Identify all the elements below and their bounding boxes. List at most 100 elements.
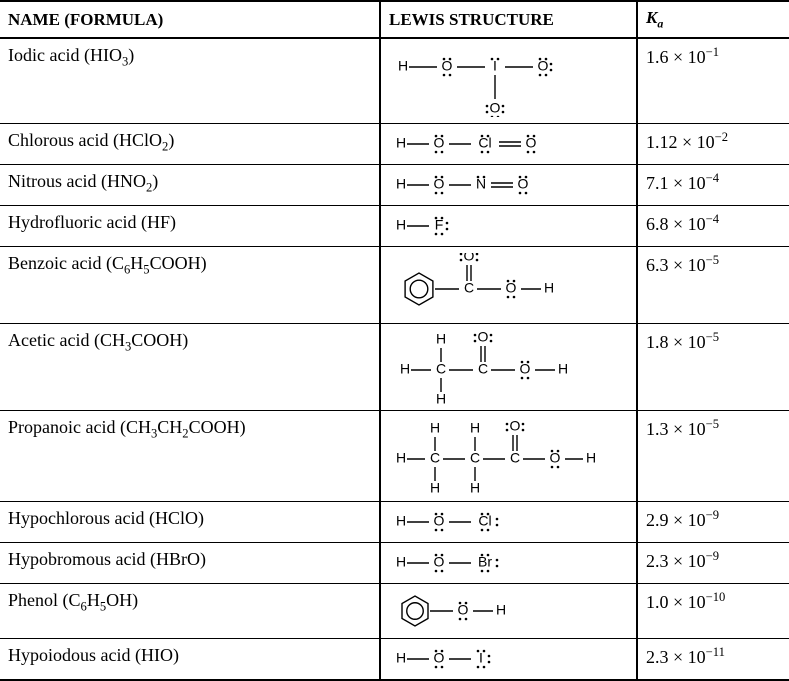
svg-text:Br: Br xyxy=(478,554,492,570)
acid-formula: CH3CH2COOH xyxy=(126,417,240,437)
svg-text:H: H xyxy=(470,480,480,495)
table-row: Phenol (C6H5OH)OH1.0 × 10−10 xyxy=(0,584,789,639)
acid-name: Hypoiodous acid xyxy=(8,645,130,665)
svg-text:O: O xyxy=(434,513,445,529)
svg-text:O: O xyxy=(506,280,517,296)
cell-lewis: HCHHCHHCOOH xyxy=(380,411,637,502)
acid-name: Phenol xyxy=(8,590,58,610)
svg-text:O: O xyxy=(550,450,561,466)
cell-ka: 1.6 × 10−1 xyxy=(637,38,789,124)
svg-text:H: H xyxy=(396,217,406,233)
cell-ka: 1.3 × 10−5 xyxy=(637,411,789,502)
svg-text:O: O xyxy=(526,135,537,151)
svg-text:I: I xyxy=(479,650,483,666)
svg-text:C: C xyxy=(478,361,488,377)
table-row: Chlorous acid (HClO2)HOClO1.12 × 10−2 xyxy=(0,124,789,165)
cell-lewis: HF xyxy=(380,206,637,247)
acid-formula: HIO xyxy=(141,645,173,665)
acids-table: NAME (FORMULA) LEWIS STRUCTURE Ka Iodic … xyxy=(0,0,789,681)
cell-ka: 1.0 × 10−10 xyxy=(637,584,789,639)
svg-text:O: O xyxy=(434,650,445,666)
cell-ka: 1.8 × 10−5 xyxy=(637,324,789,411)
cell-name: Hypobromous acid (HBrO) xyxy=(0,543,380,584)
cell-ka: 2.3 × 10−9 xyxy=(637,543,789,584)
acid-name: Hypochlorous acid xyxy=(8,508,144,528)
acid-formula: HBrO xyxy=(156,549,200,569)
cell-name: Nitrous acid (HNO2) xyxy=(0,165,380,206)
svg-text:C: C xyxy=(464,280,474,296)
svg-text:H: H xyxy=(396,135,406,151)
svg-text:H: H xyxy=(436,331,446,347)
cell-name: Propanoic acid (CH3CH2COOH) xyxy=(0,411,380,502)
table-row: Nitrous acid (HNO2)HONO7.1 × 10−4 xyxy=(0,165,789,206)
cell-name: Chlorous acid (HClO2) xyxy=(0,124,380,165)
table-row: Hypochlorous acid (HClO)HOCl2.9 × 10−9 xyxy=(0,502,789,543)
table-row: Iodic acid (HIO3)HOIOO1.6 × 10−1 xyxy=(0,38,789,124)
cell-lewis: HOBr xyxy=(380,543,637,584)
table-row: Acetic acid (CH3COOH)HCHHCOOH1.8 × 10−5 xyxy=(0,324,789,411)
acid-formula: HClO2 xyxy=(119,130,168,150)
cell-name: Hydrofluoric acid (HF) xyxy=(0,206,380,247)
col-header-name: NAME (FORMULA) xyxy=(0,1,380,38)
svg-text:H: H xyxy=(558,361,568,377)
svg-text:H: H xyxy=(436,391,446,404)
svg-text:H: H xyxy=(470,420,480,436)
svg-text:O: O xyxy=(478,330,489,345)
svg-text:O: O xyxy=(518,176,529,192)
cell-name: Acetic acid (CH3COOH) xyxy=(0,324,380,411)
svg-text:H: H xyxy=(430,420,440,436)
acid-name: Propanoic acid xyxy=(8,417,115,437)
cell-lewis: HONO xyxy=(380,165,637,206)
cell-lewis: HOIOO xyxy=(380,38,637,124)
cell-ka: 6.8 × 10−4 xyxy=(637,206,789,247)
acid-name: Benzoic acid xyxy=(8,253,101,273)
cell-ka: 7.1 × 10−4 xyxy=(637,165,789,206)
table-row: Hydrofluoric acid (HF)HF6.8 × 10−4 xyxy=(0,206,789,247)
svg-text:H: H xyxy=(396,513,406,529)
svg-text:H: H xyxy=(544,280,554,296)
cell-name: Hypochlorous acid (HClO) xyxy=(0,502,380,543)
svg-text:C: C xyxy=(470,450,480,466)
svg-text:O: O xyxy=(434,176,445,192)
cell-lewis: H O Cl xyxy=(380,502,637,543)
svg-text:I: I xyxy=(493,58,497,74)
table-row: Propanoic acid (CH3CH2COOH)HCHHCHHCOOH1.… xyxy=(0,411,789,502)
svg-text:H: H xyxy=(430,480,440,495)
svg-text:H: H xyxy=(400,361,410,377)
svg-text:O: O xyxy=(434,554,445,570)
svg-text:H: H xyxy=(496,602,506,618)
svg-text:H: H xyxy=(586,450,596,466)
cell-ka: 6.3 × 10−5 xyxy=(637,247,789,324)
table-row: Benzoic acid (C6H5COOH)COOH6.3 × 10−5 xyxy=(0,247,789,324)
acid-formula: HClO xyxy=(155,508,198,528)
svg-text:H: H xyxy=(396,650,406,666)
svg-text:O: O xyxy=(458,602,469,618)
svg-text:H: H xyxy=(396,176,406,192)
acid-formula: HF xyxy=(147,212,170,232)
svg-text:O: O xyxy=(490,100,501,116)
table-row: Hypoiodous acid (HIO) H O I 2.3 × 10−11 xyxy=(0,639,789,681)
svg-text:C: C xyxy=(436,361,446,377)
acid-formula: HNO2 xyxy=(107,171,152,191)
cell-lewis: OH xyxy=(380,584,637,639)
acid-name: Hypobromous acid xyxy=(8,549,145,569)
cell-ka: 2.3 × 10−11 xyxy=(637,639,789,681)
cell-name: Iodic acid (HIO3) xyxy=(0,38,380,124)
svg-text:H: H xyxy=(396,450,406,466)
svg-text:Cl: Cl xyxy=(478,513,491,529)
acid-name: Iodic acid xyxy=(8,45,79,65)
svg-text:C: C xyxy=(430,450,440,466)
cell-ka: 1.12 × 10−2 xyxy=(637,124,789,165)
cell-lewis: C O O H xyxy=(380,247,637,324)
svg-text:O: O xyxy=(520,361,531,377)
svg-text:O: O xyxy=(442,58,453,74)
col-header-ka: Ka xyxy=(637,1,789,38)
svg-text:O: O xyxy=(464,253,475,264)
col-header-lewis: LEWIS STRUCTURE xyxy=(380,1,637,38)
acid-formula: CH3COOH xyxy=(100,330,182,350)
acid-formula: C6H5COOH xyxy=(112,253,201,273)
table-row: Hypobromous acid (HBrO)HOBr2.3 × 10−9 xyxy=(0,543,789,584)
table-header-row: NAME (FORMULA) LEWIS STRUCTURE Ka xyxy=(0,1,789,38)
cell-name: Hypoiodous acid (HIO) xyxy=(0,639,380,681)
table-body: Iodic acid (HIO3) H O I O O 1.6 × 10−1 Chlorous… xyxy=(0,38,789,680)
